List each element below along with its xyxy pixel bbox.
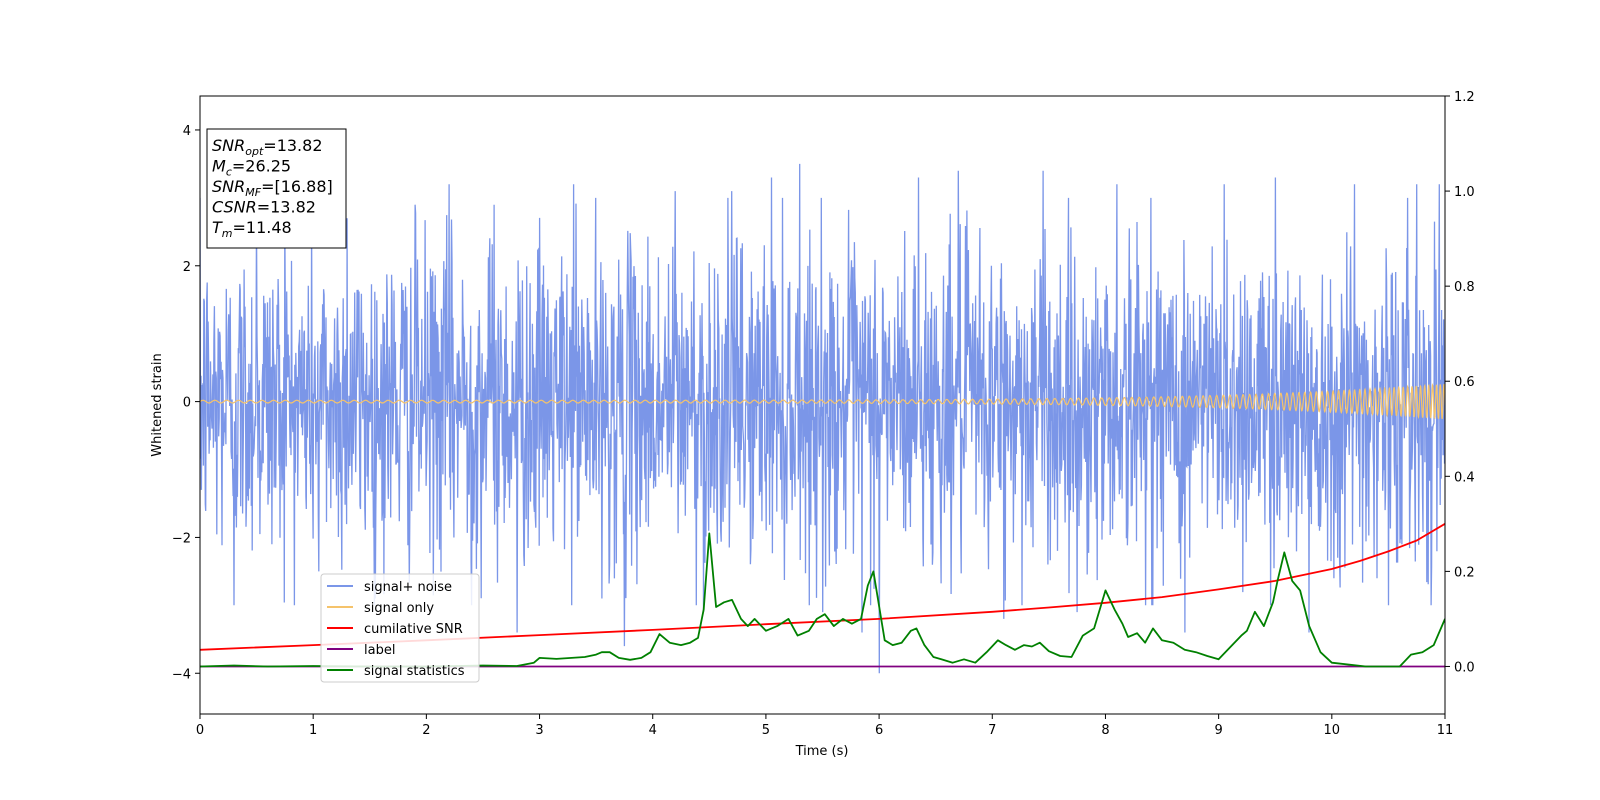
y2-tick-label: 1.2 — [1454, 90, 1475, 105]
y2-tick-label: 0.4 — [1454, 470, 1475, 485]
x-tick-label: 2 — [422, 723, 430, 738]
y-tick-label: 0 — [183, 396, 191, 411]
y2-tick-label: 0.2 — [1454, 565, 1475, 580]
info-box-frame — [206, 128, 347, 249]
legend: signal+ noise signal only cumilative SNR la… — [320, 573, 480, 683]
y-tick-label: −4 — [172, 667, 191, 682]
info-line: SNRopt=13.82 — [212, 136, 323, 158]
series-line-cumulative-snr — [200, 523, 1445, 651]
x-tick-label: 10 — [1324, 723, 1341, 738]
x-tick-label: 8 — [1101, 723, 1109, 738]
x-tick-label: 11 — [1437, 723, 1454, 738]
y2-tick-label: 1.0 — [1454, 185, 1475, 200]
y2-tick-label: 0.8 — [1454, 280, 1475, 295]
legend-label: signal statistics — [364, 664, 465, 679]
axes: 0 1 2 3 4 5 6 7 8 9 10 11 4 2 0 −2 −4 1.2 1.0 0.8 0.6 0.4 0.2 0… — [172, 90, 1475, 738]
x-tick-label: 0 — [196, 723, 204, 738]
plot-frame — [199, 95, 1446, 715]
legend-label: signal only — [364, 601, 434, 616]
x-tick-label: 4 — [649, 723, 657, 738]
x-tick-label: 7 — [988, 723, 996, 738]
y2-tick-label: 0.6 — [1454, 375, 1475, 390]
info-line: SNRMF=[16.88] — [212, 177, 333, 199]
y-tick-label: 2 — [183, 260, 191, 275]
series-line-signal-noise — [200, 163, 1445, 674]
x-tick-label: 9 — [1214, 723, 1222, 738]
info-line: CSNR=13.82 — [212, 198, 316, 217]
legend-frame — [320, 573, 480, 683]
x-tick-label: 5 — [762, 723, 770, 738]
series-line-signal-statistics — [200, 532, 1445, 668]
legend-label: label — [364, 643, 395, 658]
y-tick-label: 4 — [183, 124, 191, 139]
legend-label: cumilative SNR — [364, 622, 463, 637]
x-tick-label: 6 — [875, 723, 883, 738]
legend-label: signal+ noise — [364, 580, 452, 595]
series-line-signal-only — [200, 382, 1445, 420]
x-tick-label: 3 — [535, 723, 543, 738]
y2-tick-label: 0.0 — [1454, 660, 1475, 675]
x-tick-label: 1 — [309, 723, 317, 738]
x-axis-label: Time (s) — [795, 744, 849, 759]
info-box: SNRopt=13.82Mc=26.25SNRMF=[16.88]CSNR=13… — [206, 128, 347, 249]
y-axis-label: Whitened strain — [150, 353, 165, 456]
info-line: Mc=26.25 — [212, 157, 291, 179]
info-line: Tm=11.48 — [212, 218, 292, 240]
y-tick-label: −2 — [172, 531, 191, 546]
